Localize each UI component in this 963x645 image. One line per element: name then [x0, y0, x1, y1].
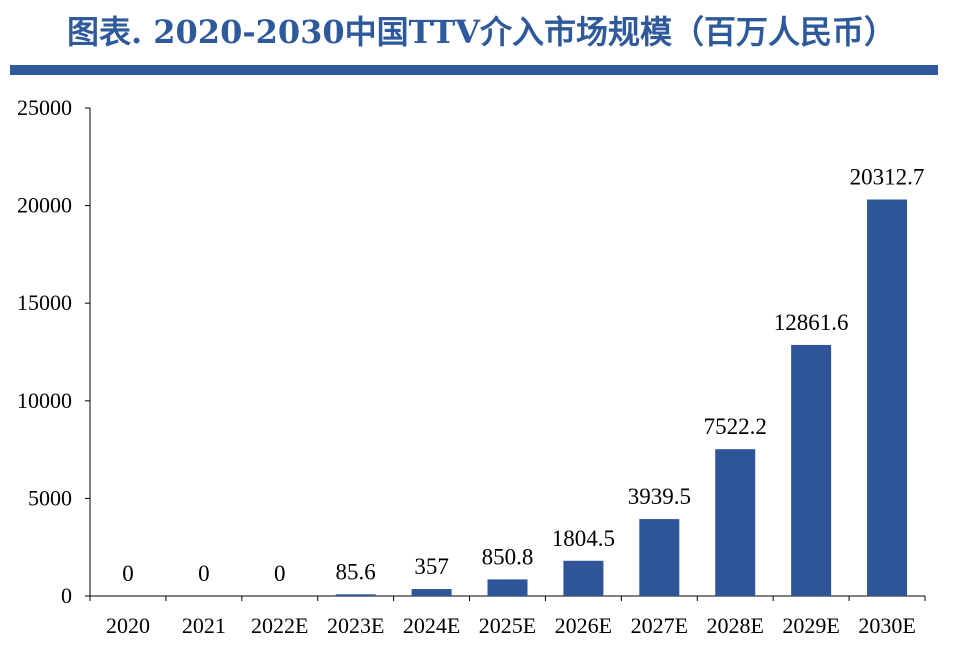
data-label: 12861.6 [774, 310, 849, 335]
bar-2029E [791, 344, 832, 596]
data-label: 850.8 [482, 544, 534, 569]
x-tick-label: 2023E [327, 613, 384, 638]
data-label: 357 [414, 554, 449, 579]
y-tick-label: 10000 [17, 388, 72, 413]
chart-title: 图表. 2020-2030中国TTV介入市场规模（百万人民币） [66, 13, 896, 51]
y-tick-label: 25000 [17, 95, 72, 120]
data-label: 0 [274, 561, 286, 586]
bar-2028E [715, 449, 756, 596]
x-tick-label: 2030E [858, 613, 915, 638]
x-tick-label: 2026E [555, 613, 612, 638]
y-tick-label: 15000 [17, 290, 72, 315]
x-tick-label: 2024E [403, 613, 460, 638]
title-divider [10, 65, 938, 75]
x-tick-label: 2028E [707, 613, 764, 638]
y-tick-label: 0 [61, 583, 72, 608]
bar-2026E [563, 560, 604, 596]
x-tick-label: 2020 [106, 613, 150, 638]
x-tick-label: 2029E [782, 613, 839, 638]
bar-2024E [411, 589, 452, 596]
x-axis: 2020 2021 2022E 2023E 2024E 2025E 2026E 2027E 20… [89, 595, 926, 638]
y-tick-label: 20000 [17, 193, 72, 218]
x-tick-label: 2022E [251, 613, 308, 638]
y-tick-label: 5000 [28, 485, 72, 510]
data-label: 20312.7 [850, 164, 925, 189]
data-label: 85.6 [336, 559, 376, 584]
bar-2027E [639, 519, 680, 596]
data-label: 3939.5 [628, 484, 691, 509]
data-labels: 0 0 0 85.6 357 850.8 1804.5 3939.5 7522.2 12861.6… [122, 164, 924, 586]
data-label: 0 [122, 561, 134, 586]
y-axis: 0 5000 10000 15000 20000 25000 [17, 95, 91, 608]
bar-series [335, 199, 908, 596]
x-tick-label: 2021 [182, 613, 226, 638]
bar-2030E [867, 199, 908, 596]
bar-2023E [335, 594, 376, 596]
data-label: 0 [198, 561, 210, 586]
data-label: 1804.5 [552, 526, 615, 551]
data-label: 7522.2 [704, 414, 767, 439]
x-tick-label: 2027E [631, 613, 688, 638]
x-tick-label: 2025E [479, 613, 536, 638]
bar-2025E [487, 579, 528, 596]
